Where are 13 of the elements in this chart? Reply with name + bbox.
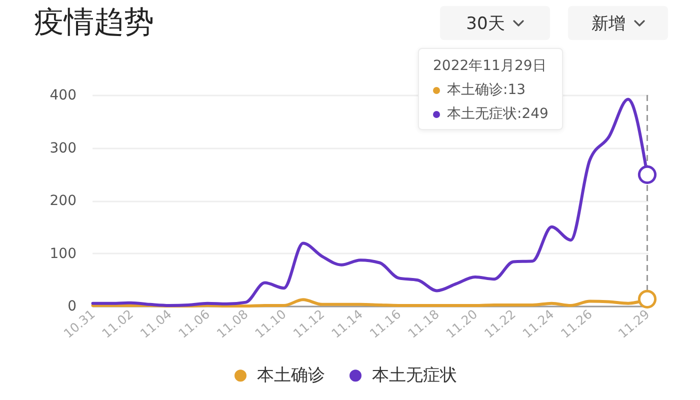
y-tick-label: 0: [68, 298, 76, 314]
legend-label: 本土无症状: [372, 366, 457, 386]
annotation: 本土确诊:13: [447, 81, 526, 99]
text: 新增: [592, 12, 626, 34]
text: 30天: [466, 12, 505, 34]
y-tick-label: 200: [50, 193, 76, 209]
text: 2022年11月29日: [433, 57, 548, 75]
y-tick-label: 100: [50, 246, 76, 262]
legend-label: 本土确诊: [257, 366, 325, 386]
annotation: 本土无症状:249: [447, 105, 548, 123]
y-tick-label: 400: [50, 88, 76, 104]
chart-title: 疫情趋势: [34, 4, 154, 42]
y-tick-label: 300: [50, 140, 76, 156]
